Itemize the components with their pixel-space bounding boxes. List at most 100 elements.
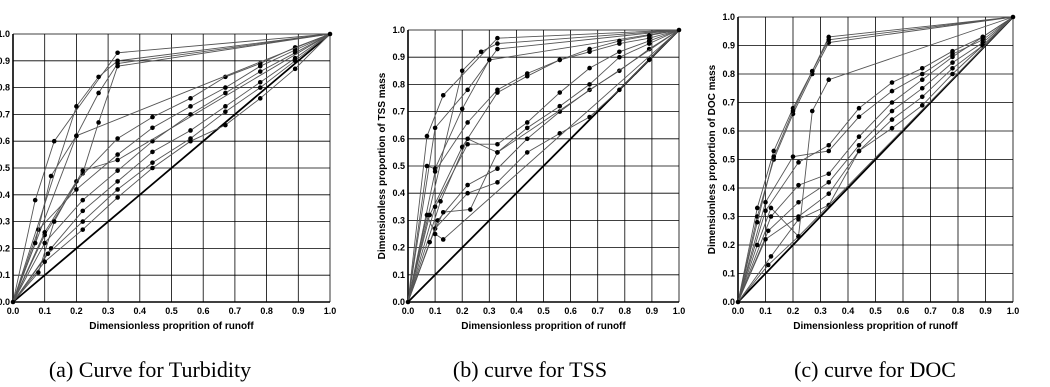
data-point (424, 212, 430, 218)
y-tick-label: 1.0 (392, 25, 405, 35)
series-line-8 (737, 16, 1014, 303)
data-point (856, 148, 862, 154)
data-point (919, 77, 925, 82)
data-point (763, 237, 768, 242)
data-point (826, 180, 832, 185)
data-point (257, 85, 263, 90)
data-point (1010, 14, 1016, 20)
chart-caption: (c) curve for DOC (794, 357, 956, 382)
y-tick-label: 0.8 (392, 79, 405, 89)
data-point (424, 163, 430, 169)
data-point (51, 219, 57, 224)
data-point (459, 106, 465, 112)
data-point (188, 128, 193, 133)
reference-diagonal (12, 33, 331, 303)
x-tick-label: 0.3 (814, 306, 827, 316)
x-tick-label: 0.3 (102, 306, 115, 316)
series-line-9 (12, 33, 331, 303)
x-tick-label: 0.5 (537, 306, 550, 316)
data-point (889, 117, 895, 122)
data-point (768, 205, 774, 211)
x-tick-label: 0.8 (952, 306, 965, 316)
x-tick-label: 0.6 (564, 306, 577, 316)
data-point (587, 82, 592, 87)
y-tick-label: 0.5 (722, 155, 735, 165)
data-point (257, 96, 263, 101)
series-line-6 (12, 33, 331, 303)
y-tick-label: 0.1 (0, 270, 10, 280)
series-line-4 (407, 29, 680, 303)
data-point (790, 108, 796, 114)
data-point (465, 141, 470, 147)
data-point (223, 122, 228, 128)
data-point (765, 262, 771, 268)
x-tick-label: 0.7 (591, 306, 604, 316)
chart-panel-1: 0.0 0.1 0.2 0.3 0.4 0.5 0.6 0.7 0.8 0.9 1.0 0.0 0.1 0… (0, 29, 336, 382)
data-point (223, 109, 228, 115)
data-point (36, 270, 41, 275)
y-tick-label: 0.3 (0, 217, 10, 227)
data-point (432, 125, 438, 131)
data-point (257, 79, 263, 85)
data-point (45, 251, 51, 257)
data-point (950, 60, 955, 65)
data-point (524, 125, 530, 131)
data-point (42, 230, 47, 235)
data-point (796, 217, 801, 222)
data-point (96, 120, 101, 125)
data-point (223, 90, 228, 96)
data-point (495, 150, 500, 155)
data-point (889, 125, 895, 131)
data-point (495, 41, 500, 46)
data-point (427, 239, 432, 245)
data-point (115, 50, 120, 56)
data-point (150, 114, 155, 120)
y-tick-label: 0.7 (0, 109, 10, 119)
data-point (587, 49, 592, 55)
y-tick-label: 0.3 (392, 215, 405, 225)
x-tick-label: 0.0 (7, 306, 20, 316)
data-point (524, 136, 530, 142)
data-point (587, 114, 592, 120)
data-point (465, 87, 470, 93)
data-point (465, 190, 470, 196)
series-line-4 (737, 16, 1014, 303)
data-point (292, 58, 298, 64)
y-tick-label: 0.4 (0, 190, 10, 200)
y-tick-label: 0.9 (0, 56, 10, 66)
x-tick-label: 0.6 (897, 306, 910, 316)
data-point (115, 136, 120, 141)
data-point (856, 114, 862, 120)
x-tick-label: 0.4 (842, 306, 855, 316)
data-point (150, 125, 155, 131)
series-line-6 (737, 16, 1014, 303)
data-point (432, 204, 438, 210)
x-tick-label: 0.5 (165, 306, 178, 316)
data-point (115, 195, 120, 200)
data-point (768, 254, 774, 259)
data-point (826, 37, 832, 43)
data-point (796, 234, 801, 239)
data-point (432, 231, 438, 237)
x-tick-label: 0.6 (197, 306, 210, 316)
data-point (459, 68, 465, 74)
data-point (771, 148, 777, 154)
y-tick-label: 0.2 (392, 243, 405, 253)
x-tick-label: 0.7 (229, 306, 242, 316)
series-line-11 (12, 33, 331, 303)
data-point (465, 136, 470, 142)
x-axis-label: Dimensionless proprition of runoff (89, 321, 254, 332)
data-point (115, 152, 120, 157)
data-point (919, 94, 925, 100)
y-tick-label: 0.8 (722, 69, 735, 79)
data-point (80, 168, 86, 173)
data-point (754, 205, 760, 211)
x-axis-label: Dimensionless proprition of runoff (461, 321, 626, 332)
y-tick-label: 0.3 (722, 212, 735, 222)
data-point (495, 90, 500, 95)
data-point (826, 191, 832, 196)
data-point (438, 199, 443, 204)
data-point (646, 41, 652, 46)
data-point (735, 299, 741, 305)
x-tick-label: 0.0 (402, 306, 415, 316)
